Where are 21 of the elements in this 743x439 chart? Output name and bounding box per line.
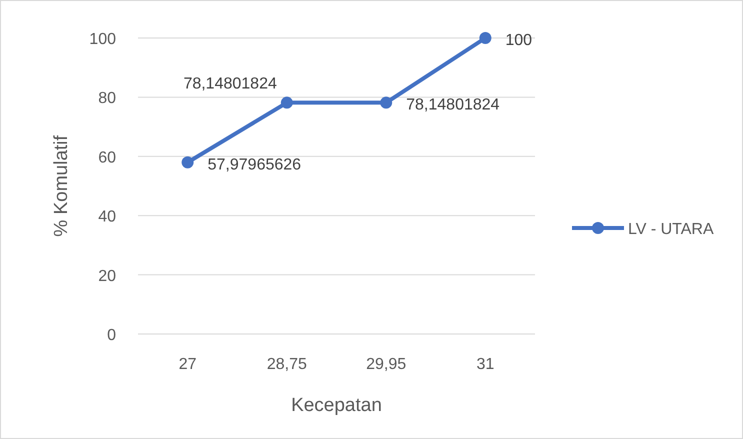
point [182, 156, 194, 168]
x-tick-label: 27 [178, 356, 197, 373]
x-tick-label: 29,95 [366, 356, 406, 373]
point [380, 96, 392, 109]
point [280, 96, 293, 109]
y-tick-label: 100 [89, 31, 116, 48]
x-tick-label: 31 [476, 356, 494, 373]
legend-label: LV - UTARA [628, 221, 714, 238]
x-tick-label: 28,75 [266, 356, 307, 373]
data-label: 78,14801824 [406, 96, 500, 114]
y-axis-title: % Komulatif [51, 134, 72, 237]
y-tick-label: 0 [107, 327, 116, 344]
y-tick-label: 20 [98, 268, 116, 285]
data-label: 78,14801824 [183, 76, 277, 93]
y-tick-label: 80 [98, 90, 116, 108]
x-axis-title: Kecepatan [291, 395, 382, 416]
point [479, 32, 492, 44]
y-tick-label: 40 [98, 208, 116, 226]
data-label: 100 [505, 32, 532, 49]
data-label: 57,97965626 [208, 156, 302, 174]
y-tick-label: 60 [98, 149, 116, 166]
